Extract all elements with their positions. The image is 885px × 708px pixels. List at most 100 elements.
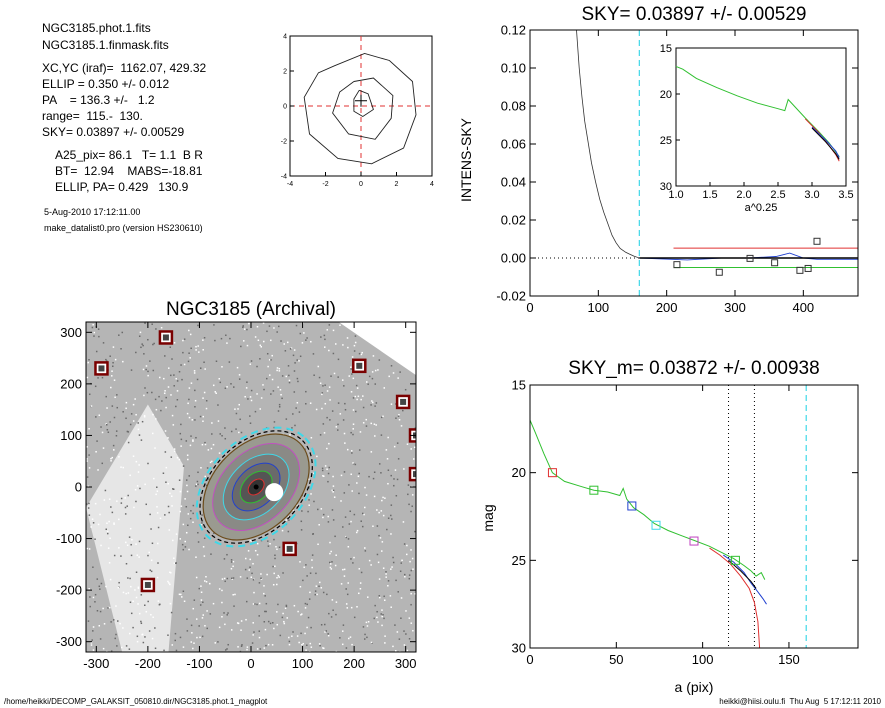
noise-pixel	[404, 573, 406, 576]
noise-pixel	[238, 378, 241, 380]
noise-pixel	[361, 512, 364, 515]
noise-pixel	[227, 643, 229, 646]
noise-pixel	[273, 421, 276, 423]
noise-pixel	[364, 547, 366, 549]
noise-pixel	[213, 324, 215, 326]
x-tick-label: 2	[395, 181, 399, 188]
noise-pixel	[88, 359, 90, 361]
noise-pixel	[266, 377, 268, 380]
noise-pixel	[345, 603, 348, 605]
noise-pixel	[329, 419, 331, 421]
noise-pixel	[353, 350, 356, 352]
noise-pixel	[331, 509, 334, 511]
inset-y-tick-label: 25	[660, 135, 672, 147]
noise-pixel	[170, 456, 173, 458]
noise-pixel	[266, 330, 268, 333]
noise-pixel	[120, 555, 122, 557]
y-tick-label: 0	[283, 104, 287, 111]
noise-pixel	[350, 558, 352, 560]
inset-x-tick-label: 2.0	[736, 189, 751, 201]
noise-pixel	[205, 575, 207, 578]
noise-pixel	[235, 412, 238, 415]
noise-pixel	[309, 572, 312, 574]
noise-pixel	[198, 351, 200, 353]
noise-pixel	[294, 362, 296, 364]
noise-pixel	[138, 540, 141, 543]
noise-pixel	[344, 516, 347, 518]
noise-pixel	[286, 617, 288, 619]
noise-pixel	[408, 503, 410, 506]
noise-pixel	[244, 557, 247, 560]
noise-pixel	[380, 434, 383, 436]
noise-pixel	[352, 462, 354, 464]
noise-pixel	[356, 482, 358, 484]
noise-pixel	[308, 650, 311, 652]
sky-square	[804, 264, 812, 272]
noise-pixel	[90, 644, 93, 646]
x-tick-label: 100	[587, 300, 609, 315]
noise-pixel	[232, 565, 234, 568]
noise-pixel	[385, 573, 387, 575]
noise-pixel	[99, 610, 102, 613]
header-line: PA = 136.3 +/- 1.2	[42, 93, 155, 107]
noise-pixel	[276, 331, 278, 333]
noise-pixel	[110, 457, 112, 460]
noise-pixel	[332, 329, 335, 332]
noise-pixel	[271, 378, 274, 381]
noise-pixel	[115, 434, 118, 437]
noise-pixel	[173, 450, 176, 452]
noise-pixel	[324, 623, 326, 626]
noise-pixel	[106, 530, 109, 533]
noise-pixel	[390, 514, 392, 517]
noise-pixel	[365, 418, 368, 421]
noise-pixel	[132, 403, 135, 406]
noise-pixel	[224, 387, 227, 389]
noise-pixel	[361, 351, 363, 354]
noise-pixel	[368, 475, 370, 478]
noise-pixel	[241, 644, 243, 646]
noise-pixel	[349, 366, 352, 368]
noise-pixel	[366, 625, 369, 627]
noise-pixel	[321, 467, 324, 470]
noise-pixel	[351, 356, 354, 358]
chart-title: SKY_m= 0.03872 +/- 0.00938	[568, 358, 819, 379]
noise-pixel	[230, 567, 233, 570]
noise-pixel	[86, 503, 88, 505]
sky-square	[813, 237, 821, 245]
noise-pixel	[378, 578, 381, 580]
noise-pixel	[258, 602, 261, 605]
noise-pixel	[271, 354, 273, 357]
noise-pixel	[112, 365, 114, 368]
noise-pixel	[249, 566, 251, 568]
noise-pixel	[321, 469, 324, 472]
noise-pixel	[327, 633, 329, 635]
noise-pixel	[221, 366, 223, 368]
noise-pixel	[182, 465, 185, 467]
noise-pixel	[163, 392, 166, 395]
noise-pixel	[151, 432, 154, 435]
noise-pixel	[116, 500, 118, 502]
masked-star-core	[286, 545, 293, 552]
noise-pixel	[360, 571, 363, 574]
noise-pixel	[195, 483, 198, 486]
noise-pixel	[204, 443, 207, 446]
noise-pixel	[195, 618, 198, 620]
galaxy-center	[253, 484, 259, 490]
noise-pixel	[232, 577, 235, 579]
noise-pixel	[174, 639, 176, 642]
noise-pixel	[311, 559, 313, 561]
noise-pixel	[167, 505, 170, 508]
noise-pixel	[205, 400, 208, 402]
noise-pixel	[374, 435, 376, 437]
noise-pixel	[167, 386, 170, 388]
noise-pixel	[332, 352, 335, 355]
noise-pixel	[418, 481, 420, 483]
noise-pixel	[94, 502, 97, 505]
noise-pixel	[190, 435, 192, 437]
noise-pixel	[246, 344, 249, 347]
contour-line	[332, 77, 394, 140]
noise-pixel	[203, 361, 205, 364]
noise-pixel	[201, 617, 204, 619]
noise-pixel	[410, 603, 412, 606]
noise-pixel	[398, 418, 401, 421]
